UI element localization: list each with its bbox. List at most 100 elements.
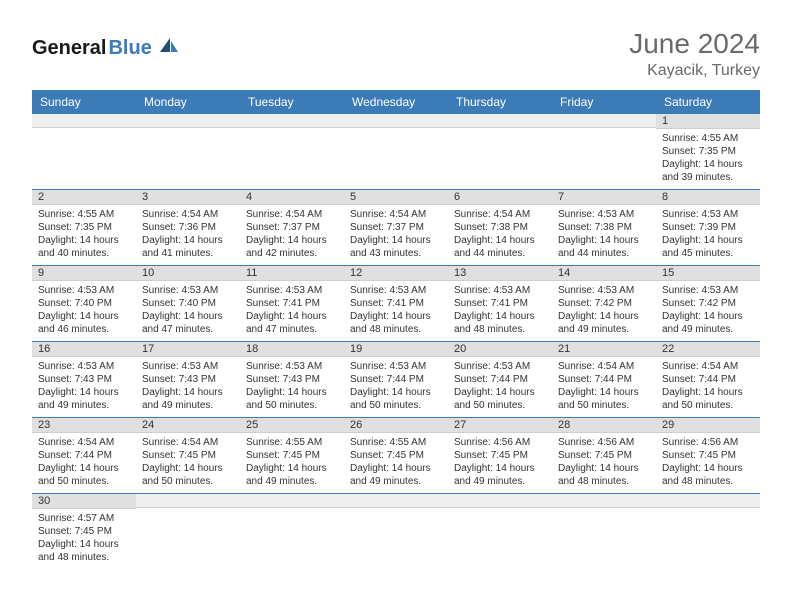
logo: GeneralBlue <box>32 36 180 60</box>
day-line: and 47 minutes. <box>246 323 338 336</box>
day-line: and 48 minutes. <box>38 551 130 564</box>
day-line: and 44 minutes. <box>454 247 546 260</box>
day-number: 21 <box>552 342 656 357</box>
day-line: Daylight: 14 hours <box>142 310 234 323</box>
day-line: and 50 minutes. <box>558 399 650 412</box>
day-line: Sunrise: 4:56 AM <box>558 436 650 449</box>
calendar-day-cell: 20Sunrise: 4:53 AMSunset: 7:44 PMDayligh… <box>448 342 552 418</box>
calendar-week-row: 1Sunrise: 4:55 AMSunset: 7:35 PMDaylight… <box>32 114 760 190</box>
day-line: Sunrise: 4:55 AM <box>662 132 754 145</box>
calendar-day-cell: 11Sunrise: 4:53 AMSunset: 7:41 PMDayligh… <box>240 266 344 342</box>
day-line: Sunset: 7:42 PM <box>558 297 650 310</box>
day-content: Sunrise: 4:54 AMSunset: 7:37 PMDaylight:… <box>240 205 344 265</box>
day-line: Sunset: 7:40 PM <box>142 297 234 310</box>
day-number: 2 <box>32 190 136 205</box>
day-content <box>136 128 240 178</box>
calendar-empty-cell <box>344 114 448 190</box>
day-number: 11 <box>240 266 344 281</box>
day-line: Daylight: 14 hours <box>38 462 130 475</box>
day-line: Sunset: 7:45 PM <box>558 449 650 462</box>
calendar-day-cell: 24Sunrise: 4:54 AMSunset: 7:45 PMDayligh… <box>136 418 240 494</box>
day-content <box>552 508 656 558</box>
day-line: Daylight: 14 hours <box>454 386 546 399</box>
day-line: Sunrise: 4:53 AM <box>350 360 442 373</box>
day-number: 30 <box>32 494 136 509</box>
calendar-day-cell: 28Sunrise: 4:56 AMSunset: 7:45 PMDayligh… <box>552 418 656 494</box>
day-line: Daylight: 14 hours <box>454 234 546 247</box>
day-content: Sunrise: 4:53 AMSunset: 7:38 PMDaylight:… <box>552 205 656 265</box>
day-number: 1 <box>656 114 760 129</box>
calendar-day-cell: 7Sunrise: 4:53 AMSunset: 7:38 PMDaylight… <box>552 190 656 266</box>
calendar-day-cell: 19Sunrise: 4:53 AMSunset: 7:44 PMDayligh… <box>344 342 448 418</box>
day-number: 8 <box>656 190 760 205</box>
calendar-empty-cell <box>656 494 760 570</box>
day-content: Sunrise: 4:54 AMSunset: 7:37 PMDaylight:… <box>344 205 448 265</box>
day-content: Sunrise: 4:53 AMSunset: 7:39 PMDaylight:… <box>656 205 760 265</box>
day-line: Sunset: 7:43 PM <box>246 373 338 386</box>
day-line: Sunset: 7:44 PM <box>558 373 650 386</box>
day-content: Sunrise: 4:54 AMSunset: 7:45 PMDaylight:… <box>136 433 240 493</box>
day-number: 19 <box>344 342 448 357</box>
day-line: Sunset: 7:36 PM <box>142 221 234 234</box>
day-line: and 50 minutes. <box>350 399 442 412</box>
day-line: Sunrise: 4:55 AM <box>38 208 130 221</box>
calendar-empty-cell <box>552 494 656 570</box>
day-line: Daylight: 14 hours <box>246 462 338 475</box>
day-line: and 40 minutes. <box>38 247 130 260</box>
calendar-empty-cell <box>136 494 240 570</box>
day-line: Daylight: 14 hours <box>246 310 338 323</box>
day-number <box>552 114 656 128</box>
day-content: Sunrise: 4:53 AMSunset: 7:42 PMDaylight:… <box>552 281 656 341</box>
day-line: and 48 minutes. <box>350 323 442 336</box>
day-line: and 50 minutes. <box>454 399 546 412</box>
logo-text-2: Blue <box>108 37 151 60</box>
calendar-empty-cell <box>32 114 136 190</box>
day-content <box>344 128 448 178</box>
location-label: Kayacik, Turkey <box>629 62 760 80</box>
day-number: 14 <box>552 266 656 281</box>
weekday-header: Tuesday <box>240 90 344 114</box>
day-line: Sunset: 7:37 PM <box>350 221 442 234</box>
page-header: GeneralBlue June 2024 Kayacik, Turkey <box>32 28 760 80</box>
day-content: Sunrise: 4:55 AMSunset: 7:45 PMDaylight:… <box>344 433 448 493</box>
day-number: 16 <box>32 342 136 357</box>
calendar-day-cell: 5Sunrise: 4:54 AMSunset: 7:37 PMDaylight… <box>344 190 448 266</box>
day-line: Sunset: 7:45 PM <box>350 449 442 462</box>
calendar-day-cell: 21Sunrise: 4:54 AMSunset: 7:44 PMDayligh… <box>552 342 656 418</box>
day-content <box>32 128 136 178</box>
day-content: Sunrise: 4:54 AMSunset: 7:38 PMDaylight:… <box>448 205 552 265</box>
day-number: 24 <box>136 418 240 433</box>
calendar-day-cell: 26Sunrise: 4:55 AMSunset: 7:45 PMDayligh… <box>344 418 448 494</box>
day-line: Sunrise: 4:56 AM <box>662 436 754 449</box>
day-line: Sunset: 7:45 PM <box>38 525 130 538</box>
day-content <box>240 508 344 558</box>
day-line: Daylight: 14 hours <box>38 386 130 399</box>
day-line: and 49 minutes. <box>38 399 130 412</box>
calendar-week-row: 16 Sunrise: 4:53 AM Sunset: 7:43 PM Dayligh… <box>32 342 760 418</box>
day-line: Sunset: 7:35 PM <box>38 221 130 234</box>
calendar-body: 1Sunrise: 4:55 AMSunset: 7:35 PMDaylight… <box>32 114 760 569</box>
day-content: Sunrise: 4:56 AMSunset: 7:45 PMDaylight:… <box>552 433 656 493</box>
day-content: Sunrise: 4:54 AMSunset: 7:36 PMDaylight:… <box>136 205 240 265</box>
calendar-day-cell: 17Sunrise: 4:53 AMSunset: 7:43 PMDayligh… <box>136 342 240 418</box>
day-line: Sunrise: 4:53 AM <box>142 284 234 297</box>
day-line: Daylight: 14 hours <box>350 386 442 399</box>
day-line: Sunset: 7:45 PM <box>454 449 546 462</box>
day-line: Daylight: 14 hours <box>38 234 130 247</box>
weekday-header: Saturday <box>656 90 760 114</box>
day-number <box>448 114 552 128</box>
day-line: Sunset: 7:38 PM <box>558 221 650 234</box>
day-line: Sunrise: 4:55 AM <box>246 436 338 449</box>
day-line: Daylight: 14 hours <box>246 234 338 247</box>
day-line: Daylight: 14 hours <box>142 462 234 475</box>
day-line: Sunrise: 4:53 AM <box>454 360 546 373</box>
day-line: Daylight: 14 hours <box>142 386 234 399</box>
calendar-day-cell: 13Sunrise: 4:53 AMSunset: 7:41 PMDayligh… <box>448 266 552 342</box>
day-number: 27 <box>448 418 552 433</box>
day-line: Sunrise: 4:56 AM <box>454 436 546 449</box>
day-line: Daylight: 14 hours <box>662 462 754 475</box>
calendar-day-cell: 25Sunrise: 4:55 AMSunset: 7:45 PMDayligh… <box>240 418 344 494</box>
day-content: Sunrise: 4:55 AMSunset: 7:35 PMDaylight:… <box>656 129 760 189</box>
day-number: 12 <box>344 266 448 281</box>
day-line: and 43 minutes. <box>350 247 442 260</box>
